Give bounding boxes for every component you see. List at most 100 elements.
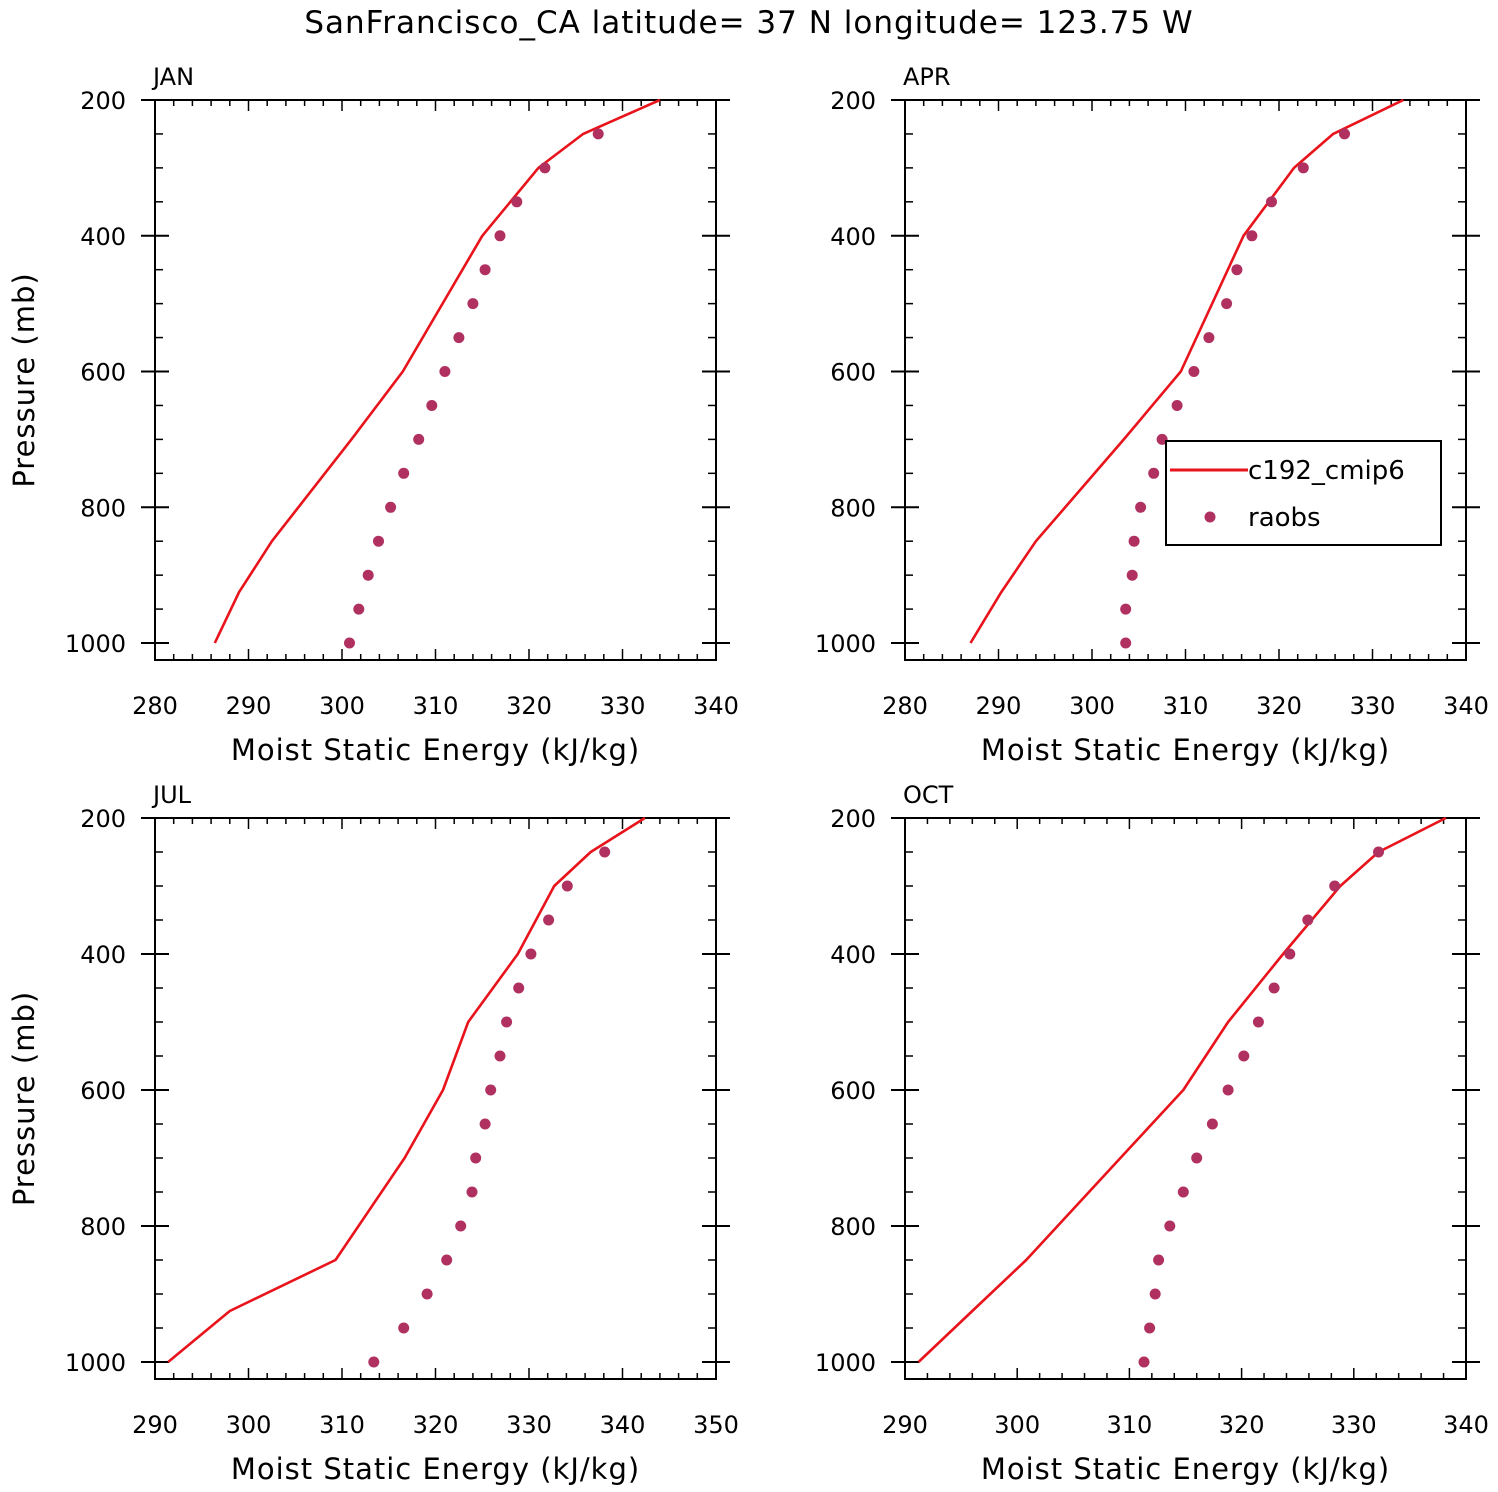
- legend-obs-swatch: [1204, 511, 1216, 523]
- x-tick-label: 340: [600, 1411, 646, 1439]
- obs-point: [1339, 128, 1350, 140]
- legend-model-label: c192_cmip6: [1248, 456, 1405, 486]
- obs-point: [485, 1084, 497, 1096]
- y-tick-label: 400: [80, 941, 126, 969]
- x-axis-label: Moist Static Energy (kJ/kg): [231, 1452, 640, 1486]
- x-tick-label: 300: [1069, 692, 1115, 720]
- obs-point: [1222, 1084, 1234, 1096]
- obs-point: [1231, 264, 1243, 276]
- obs-point: [1126, 569, 1138, 581]
- obs-point: [398, 467, 410, 479]
- x-tick-label: 330: [1350, 692, 1396, 720]
- x-tick-label: 280: [882, 692, 928, 720]
- obs-point: [439, 366, 451, 377]
- obs-point: [1171, 400, 1183, 411]
- obs-point: [441, 1254, 453, 1266]
- obs-point: [1373, 846, 1384, 858]
- y-tick-label: 600: [80, 359, 126, 387]
- x-tick-label: 330: [600, 692, 646, 720]
- obs-point: [1120, 637, 1132, 649]
- x-tick-label: 300: [994, 1411, 1040, 1439]
- obs-point: [1203, 332, 1215, 344]
- x-tick-label: 290: [226, 692, 272, 720]
- x-tick-label: 290: [976, 692, 1022, 720]
- x-tick-label: 290: [882, 1411, 928, 1439]
- x-tick-label: 330: [506, 1411, 552, 1439]
- obs-point: [353, 603, 365, 615]
- obs-point: [1153, 1254, 1165, 1266]
- obs-point: [1149, 1288, 1161, 1300]
- model-profile-line: [917, 816, 1447, 1363]
- x-tick-label: 310: [1163, 692, 1209, 720]
- obs-point: [513, 982, 525, 994]
- panel-label: APR: [903, 63, 951, 91]
- obs-point: [1206, 1118, 1218, 1130]
- y-tick-label: 1000: [815, 630, 876, 658]
- obs-point: [479, 264, 491, 276]
- y-tick-label: 800: [80, 494, 126, 522]
- x-tick-label: 310: [1106, 1411, 1152, 1439]
- obs-point: [466, 1186, 478, 1198]
- obs-point: [1329, 880, 1341, 892]
- model-profile-line: [213, 98, 661, 644]
- panel-label: JAN: [151, 63, 194, 91]
- obs-point: [453, 332, 465, 344]
- obs-point: [1128, 535, 1140, 547]
- x-tick-label: 320: [1256, 692, 1302, 720]
- obs-point: [1188, 366, 1200, 377]
- obs-point: [470, 1152, 482, 1164]
- obs-point: [599, 846, 611, 858]
- obs-point: [539, 162, 551, 174]
- obs-point: [1138, 1356, 1150, 1368]
- obs-point: [1144, 1322, 1156, 1334]
- x-tick-label: 320: [1219, 1411, 1265, 1439]
- x-tick-label: 330: [1331, 1411, 1377, 1439]
- legend-box: [1165, 440, 1442, 546]
- x-tick-label: 290: [132, 1411, 178, 1439]
- obs-point: [426, 400, 438, 411]
- x-tick-label: 320: [413, 1411, 459, 1439]
- y-tick-label: 600: [830, 359, 876, 387]
- obs-point: [368, 1356, 380, 1368]
- panel-jul: JUL 290 300 310 320 330 340 350 200 400 600 800 1000…: [7, 781, 739, 1486]
- obs-point: [373, 535, 384, 547]
- x-tick-label: 300: [319, 692, 365, 720]
- obs-point: [1135, 501, 1147, 513]
- obs-point: [561, 880, 573, 892]
- obs-point: [479, 1118, 491, 1130]
- y-tick-label: 1000: [65, 1349, 126, 1377]
- obs-point: [1266, 196, 1277, 208]
- y-tick-label: 200: [830, 87, 876, 115]
- legend-obs-label: raobs: [1248, 503, 1321, 533]
- obs-point: [398, 1322, 410, 1334]
- y-tick-label: 400: [80, 223, 126, 251]
- panel-label: OCT: [903, 781, 954, 809]
- obs-point: [494, 230, 506, 242]
- obs-point: [1268, 982, 1280, 994]
- obs-point: [1120, 603, 1132, 615]
- x-tick-label: 320: [506, 692, 552, 720]
- x-tick-label: 310: [413, 692, 459, 720]
- obs-point: [1246, 230, 1258, 242]
- y-tick-label: 200: [80, 87, 126, 115]
- obs-point: [1191, 1152, 1203, 1164]
- obs-point: [525, 948, 537, 960]
- obs-point: [362, 569, 374, 581]
- obs-point: [494, 1050, 506, 1062]
- y-tick-label: 800: [80, 1213, 126, 1241]
- obs-point: [1284, 948, 1296, 960]
- obs-point: [511, 196, 523, 208]
- obs-point: [1297, 162, 1309, 174]
- x-tick-label: 300: [226, 1411, 272, 1439]
- obs-point: [501, 1016, 513, 1028]
- obs-point: [1221, 298, 1233, 310]
- y-tick-label: 400: [830, 941, 876, 969]
- y-axis-label: Pressure (mb): [7, 272, 41, 487]
- x-tick-label: 280: [132, 692, 178, 720]
- model-profile-line: [167, 816, 646, 1364]
- y-tick-label: 600: [80, 1077, 126, 1105]
- x-axis-label: Moist Static Energy (kJ/kg): [981, 733, 1390, 767]
- y-tick-label: 600: [830, 1077, 876, 1105]
- obs-point: [344, 637, 355, 649]
